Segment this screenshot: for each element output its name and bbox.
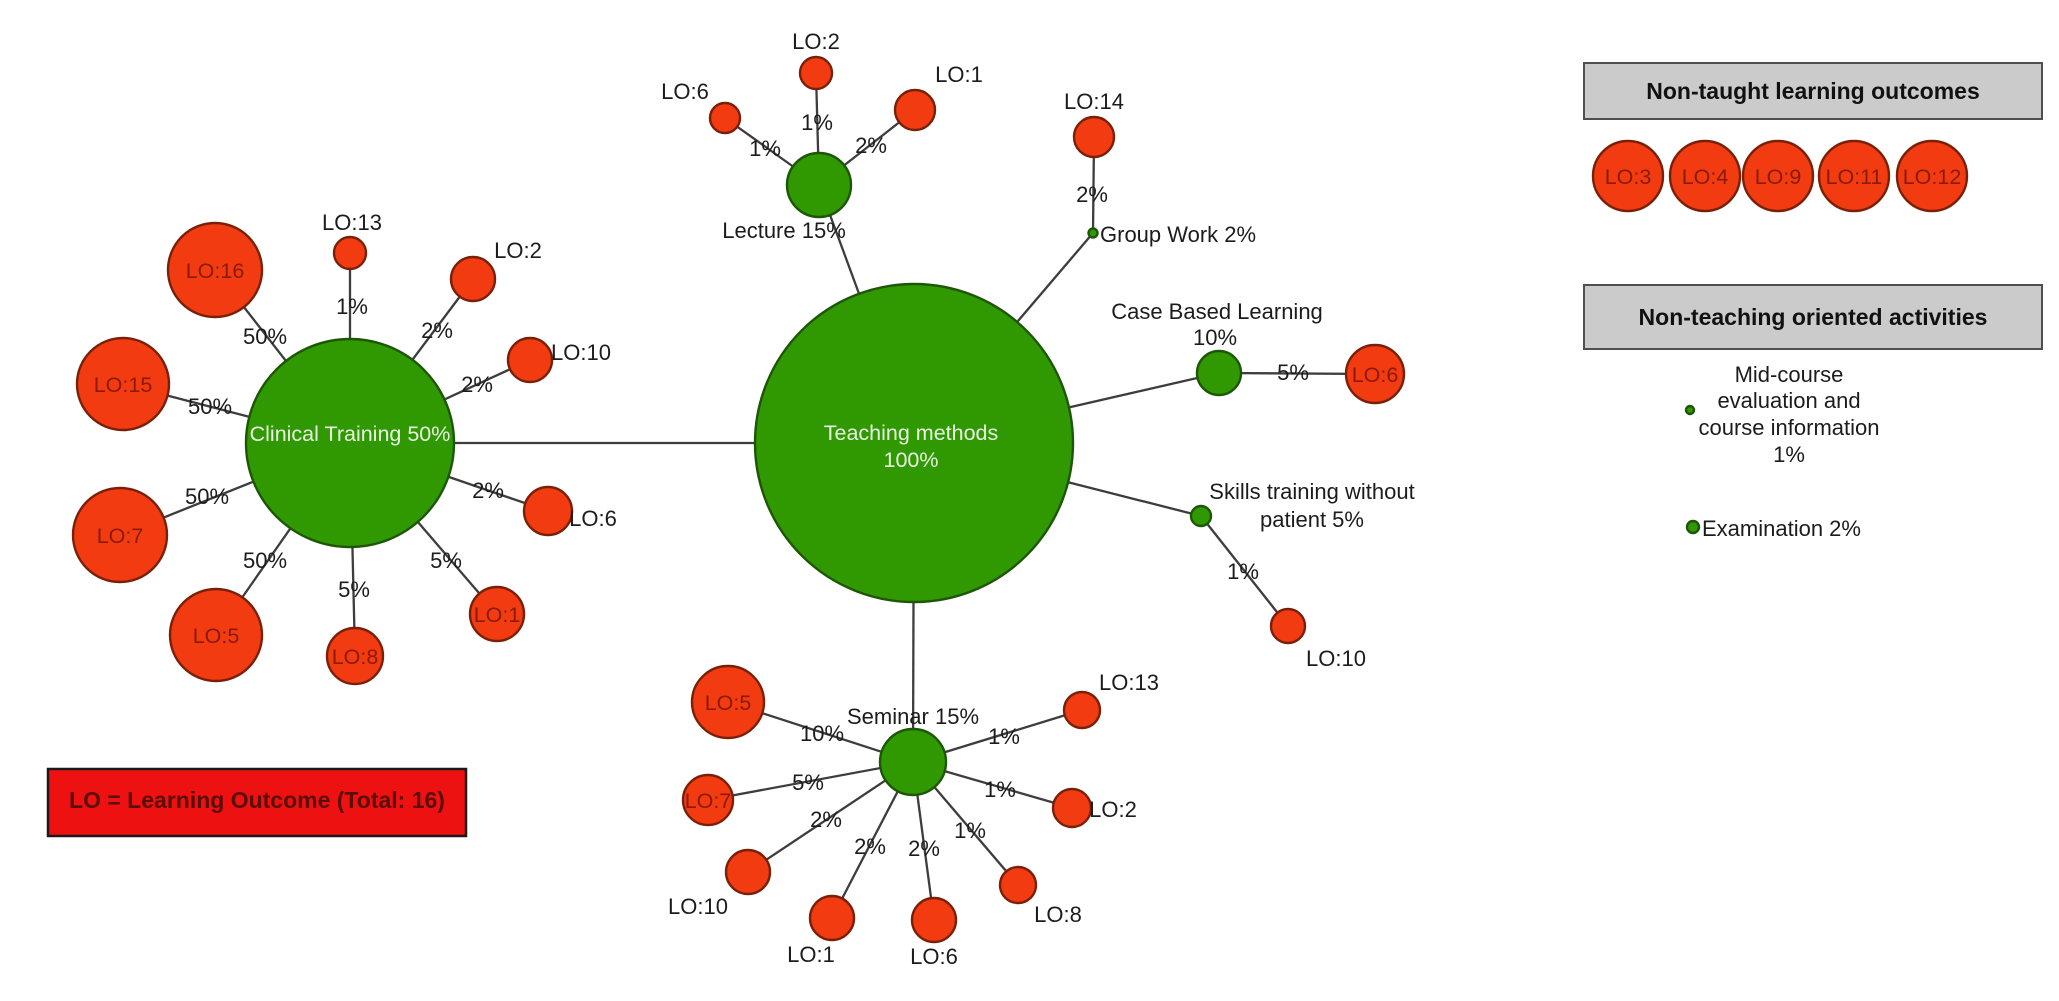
svg-text:LO:16: LO:16: [186, 259, 245, 283]
svg-text:2%: 2%: [855, 133, 887, 158]
svg-text:LO:6: LO:6: [1352, 363, 1399, 387]
svg-text:1%: 1%: [336, 294, 368, 319]
svg-text:patient 5%: patient 5%: [1260, 507, 1364, 532]
svg-text:2%: 2%: [854, 834, 886, 859]
svg-text:LO:8: LO:8: [332, 645, 379, 669]
svg-text:1%: 1%: [749, 136, 781, 161]
svg-text:LO:2: LO:2: [494, 238, 542, 263]
svg-text:LO:4: LO:4: [1682, 165, 1729, 189]
svg-text:Case Based Learning: Case Based Learning: [1111, 299, 1323, 324]
svg-text:LO:2: LO:2: [792, 29, 840, 54]
svg-text:50%: 50%: [243, 324, 287, 349]
svg-text:50%: 50%: [243, 548, 287, 573]
svg-text:10%: 10%: [800, 721, 844, 746]
svg-text:LO:6: LO:6: [910, 944, 958, 969]
svg-text:5%: 5%: [792, 770, 824, 795]
svg-text:Lecture 15%: Lecture 15%: [722, 218, 846, 243]
svg-text:LO:1: LO:1: [474, 603, 521, 627]
svg-text:evaluation and: evaluation and: [1717, 388, 1860, 413]
svg-text:Non-taught learning outcomes: Non-taught learning outcomes: [1646, 78, 1980, 104]
svg-text:1%: 1%: [801, 110, 833, 135]
svg-text:2%: 2%: [421, 318, 453, 343]
svg-text:2%: 2%: [1076, 182, 1108, 207]
svg-text:LO:6: LO:6: [569, 506, 617, 531]
svg-text:Non-teaching oriented activiti: Non-teaching oriented activities: [1639, 304, 1988, 330]
svg-text:100%: 100%: [884, 448, 939, 472]
svg-text:LO:14: LO:14: [1064, 89, 1124, 114]
svg-text:LO = Learning Outcome (Total:: LO = Learning Outcome (Total: 16): [69, 787, 445, 813]
svg-text:LO:7: LO:7: [97, 524, 144, 548]
svg-text:Seminar 15%: Seminar 15%: [847, 704, 979, 729]
svg-text:2%: 2%: [461, 372, 493, 397]
svg-text:Skills training without: Skills training without: [1209, 479, 1414, 504]
svg-text:50%: 50%: [188, 394, 232, 419]
svg-text:50%: 50%: [185, 484, 229, 509]
svg-text:LO:10: LO:10: [668, 894, 728, 919]
svg-text:LO:13: LO:13: [1099, 670, 1159, 695]
svg-text:course information: course information: [1699, 415, 1880, 440]
svg-text:1%: 1%: [984, 777, 1016, 802]
svg-text:LO:10: LO:10: [551, 340, 611, 365]
svg-text:LO:13: LO:13: [322, 210, 382, 235]
svg-text:LO:8: LO:8: [1034, 902, 1082, 927]
svg-text:LO:5: LO:5: [705, 691, 752, 715]
svg-text:1%: 1%: [954, 818, 986, 843]
svg-text:5%: 5%: [430, 548, 462, 573]
svg-text:LO:5: LO:5: [193, 624, 240, 648]
svg-text:LO:2: LO:2: [1089, 797, 1137, 822]
svg-text:LO:3: LO:3: [1605, 165, 1652, 189]
svg-text:5%: 5%: [1277, 360, 1309, 385]
svg-text:1%: 1%: [1773, 442, 1805, 467]
svg-text:LO:10: LO:10: [1306, 646, 1366, 671]
svg-text:1%: 1%: [988, 724, 1020, 749]
svg-text:2%: 2%: [810, 807, 842, 832]
svg-text:LO:11: LO:11: [1826, 165, 1883, 189]
svg-text:1%: 1%: [1227, 559, 1259, 584]
svg-text:Examination 2%: Examination 2%: [1702, 516, 1861, 541]
svg-text:LO:12: LO:12: [1903, 165, 1962, 189]
svg-text:LO:1: LO:1: [787, 942, 835, 967]
svg-text:Group Work 2%: Group Work 2%: [1100, 222, 1256, 247]
svg-text:LO:6: LO:6: [661, 79, 709, 104]
svg-text:LO:15: LO:15: [94, 373, 153, 397]
svg-text:Teaching methods: Teaching methods: [824, 421, 999, 445]
svg-text:2%: 2%: [908, 836, 940, 861]
svg-text:5%: 5%: [338, 577, 370, 602]
svg-text:2%: 2%: [472, 478, 504, 503]
svg-text:Clinical Training 50%: Clinical Training 50%: [250, 422, 451, 446]
svg-text:Mid-course: Mid-course: [1735, 362, 1844, 387]
svg-text:LO:9: LO:9: [1755, 165, 1802, 189]
svg-text:10%: 10%: [1193, 325, 1237, 350]
svg-text:LO:7: LO:7: [685, 789, 732, 813]
svg-text:LO:1: LO:1: [935, 62, 983, 87]
